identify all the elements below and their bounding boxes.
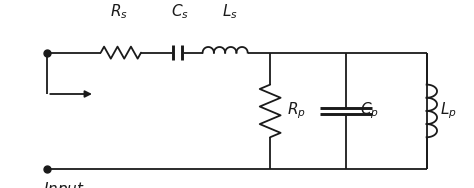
Text: $Input$: $Input$ bbox=[43, 180, 85, 188]
Text: $C_p$: $C_p$ bbox=[360, 101, 379, 121]
Text: $R_s$: $R_s$ bbox=[109, 2, 128, 21]
Text: $C_s$: $C_s$ bbox=[171, 2, 189, 21]
Text: $L_p$: $L_p$ bbox=[440, 101, 456, 121]
Text: $R_p$: $R_p$ bbox=[287, 101, 306, 121]
Text: $L_s$: $L_s$ bbox=[222, 2, 238, 21]
